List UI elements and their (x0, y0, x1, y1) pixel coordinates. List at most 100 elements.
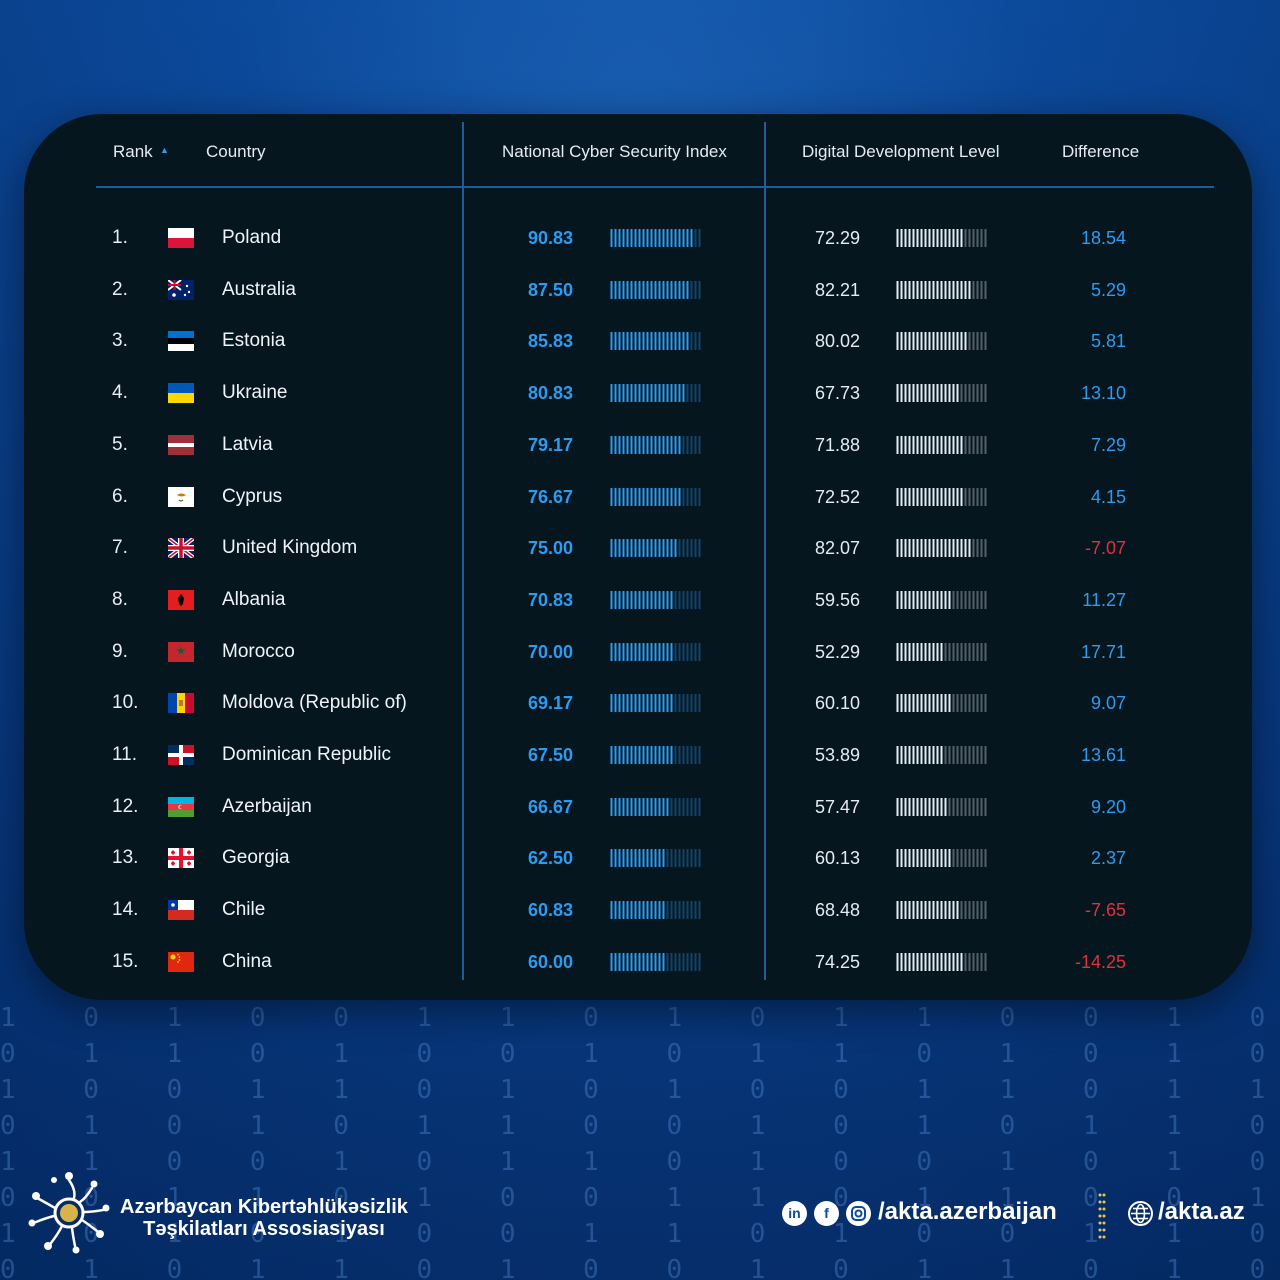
georgia-flag (168, 848, 194, 869)
linkedin-icon[interactable]: in (782, 1201, 807, 1226)
ncsi-value: 79.17 (528, 434, 574, 455)
rank-cell: 14. (112, 899, 139, 921)
country-cell: Dominican Republic (222, 744, 391, 765)
column-divider (462, 122, 464, 980)
website-link[interactable]: /akta.az (1158, 1198, 1245, 1225)
ddl-value: 53.89 (815, 745, 861, 765)
difference-value: 9.20 (1090, 796, 1126, 817)
country-cell: Moldova (Republic of) (222, 692, 407, 714)
table-row[interactable]: 15. China 60.00 74.25 -14.25 (0, 942, 1280, 982)
ddl-bar (896, 384, 988, 403)
header-rank[interactable]: Rank (113, 142, 153, 161)
header-ncsi[interactable]: National Cyber Security Index (502, 142, 727, 161)
header-difference[interactable]: Difference (1062, 142, 1140, 161)
ddl-value: 59.56 (815, 589, 861, 610)
separator-dots (1098, 1193, 1106, 1239)
ddl-bar (896, 332, 988, 351)
ddl-bar (896, 642, 988, 661)
social-handle-link[interactable]: /akta.azerbaijan (878, 1198, 1057, 1225)
rank-cell: 10. (112, 692, 139, 714)
sort-ascending-icon[interactable]: ▲ (160, 145, 169, 155)
ncsi-bar (610, 797, 702, 816)
ncsi-bar (610, 590, 702, 609)
rank-cell: 15. (112, 950, 139, 972)
ddl-value: 72.52 (815, 486, 861, 507)
chile-flag (168, 900, 194, 921)
rank-cell: 2. (112, 278, 128, 300)
difference-value: -7.07 (1084, 538, 1126, 559)
table-row[interactable]: 9. Morocco 70.00 52.29 17.71 (0, 632, 1280, 672)
difference-value: 13.61 (1080, 745, 1126, 765)
organization-name: Azərbaycan Kibertəhlükəsizlik Təşkilatla… (120, 1196, 408, 1240)
ncsi-bar (610, 332, 702, 351)
australia-flag (167, 278, 194, 300)
rank-cell: 1. (112, 227, 128, 248)
country-cell: Ukraine (222, 382, 288, 404)
header-digital-development[interactable]: Digital Development Level (802, 142, 1000, 161)
latvia-flag (168, 434, 194, 455)
ncsi-bar (610, 849, 702, 868)
difference-value: 5.29 (1090, 279, 1126, 300)
organization-name-line2: Təşkilatları Assosiasiyası (143, 1218, 385, 1240)
ncsi-value: 90.83 (528, 228, 574, 248)
rank-cell: 4. (112, 382, 128, 404)
ddl-value: 82.21 (815, 279, 861, 300)
country-cell: Poland (222, 227, 282, 248)
table-row[interactable]: 12. Azerbaijan 66.67 57.47 9.20 (0, 787, 1280, 827)
instagram-icon[interactable] (846, 1201, 871, 1226)
cyprus-flag (168, 486, 194, 507)
ncsi-bar (610, 280, 702, 299)
table-row[interactable]: 3. Estonia 85.83 80.02 5.81 (0, 321, 1280, 361)
ddl-value: 67.73 (815, 383, 861, 404)
ddl-bar (896, 797, 988, 816)
ncsi-bar (610, 384, 702, 403)
table-row[interactable]: 5. Latvia 79.17 71.88 7.29 (0, 425, 1280, 465)
country-cell: Azerbaijan (222, 795, 312, 817)
table-row[interactable]: 6. Cyprus 76.67 72.52 4.15 (0, 477, 1280, 517)
table-row[interactable]: 11. Dominican Republic 67.50 53.89 13.61 (0, 735, 1280, 775)
difference-value: 11.27 (1082, 589, 1126, 610)
ddl-value: 60.13 (815, 848, 861, 869)
organization-name-line1: Azərbaycan Kibertəhlükəsizlik (120, 1196, 408, 1218)
table-row[interactable]: 13. Georgia 62.50 60.13 2.37 (0, 838, 1280, 878)
difference-value: 9.07 (1090, 693, 1126, 714)
ncsi-bar (610, 694, 702, 713)
rank-cell: 3. (112, 330, 128, 352)
binary-background-pattern: 1 0 1 0 0 1 1 0 1 0 1 1 0 0 1 0 1 1 0 1 … (0, 1003, 1265, 1280)
ddl-value: 80.02 (815, 331, 861, 352)
ncsi-value: 70.00 (528, 641, 574, 662)
ncsi-bar (610, 487, 702, 506)
ddl-bar (896, 539, 988, 558)
difference-value: 5.81 (1090, 331, 1126, 352)
table-row[interactable]: 10. Moldova (Republic of) 69.17 60.10 9.07 (0, 683, 1280, 723)
ddl-bar (896, 280, 988, 299)
table-row[interactable]: 1. Poland 90.83 72.29 18.54 (0, 218, 1280, 258)
ddl-bar (896, 952, 988, 971)
header-country[interactable]: Country (206, 142, 266, 161)
table-row[interactable]: 4. Ukraine 80.83 67.73 13.10 (0, 373, 1280, 413)
rank-cell: 6. (112, 485, 128, 507)
ncsi-value: 70.83 (528, 589, 574, 610)
country-cell: Cyprus (222, 485, 283, 507)
ncsi-bar (610, 435, 702, 454)
difference-value: 4.15 (1090, 486, 1126, 507)
poland-flag (168, 228, 194, 248)
table-row[interactable]: 2. Australia 87.50 82.21 5.29 (0, 270, 1280, 310)
rank-cell: 9. (112, 640, 128, 662)
country-cell: Australia (222, 278, 296, 300)
ddl-bar (896, 487, 988, 506)
table-row[interactable]: 8. Albania 70.83 59.56 11.27 (0, 580, 1280, 620)
table-row[interactable]: 14. Chile 60.83 68.48 -7.65 (0, 890, 1280, 930)
ncsi-value: 76.67 (528, 486, 574, 507)
table-row[interactable]: 7. United Kingdom 75.00 82.07 -7.07 (0, 528, 1280, 568)
azerbaijan-flag (168, 796, 194, 817)
ncsi-value: 80.83 (528, 383, 574, 404)
globe-icon[interactable] (1128, 1201, 1153, 1226)
facebook-icon[interactable]: f (814, 1201, 839, 1226)
ncsi-bar (610, 746, 702, 764)
dominican-republic-flag (168, 745, 194, 765)
ddl-value: 72.29 (815, 228, 861, 248)
rank-cell: 12. (112, 795, 139, 817)
difference-value: 17.71 (1080, 641, 1126, 662)
uk-flag (166, 536, 196, 560)
